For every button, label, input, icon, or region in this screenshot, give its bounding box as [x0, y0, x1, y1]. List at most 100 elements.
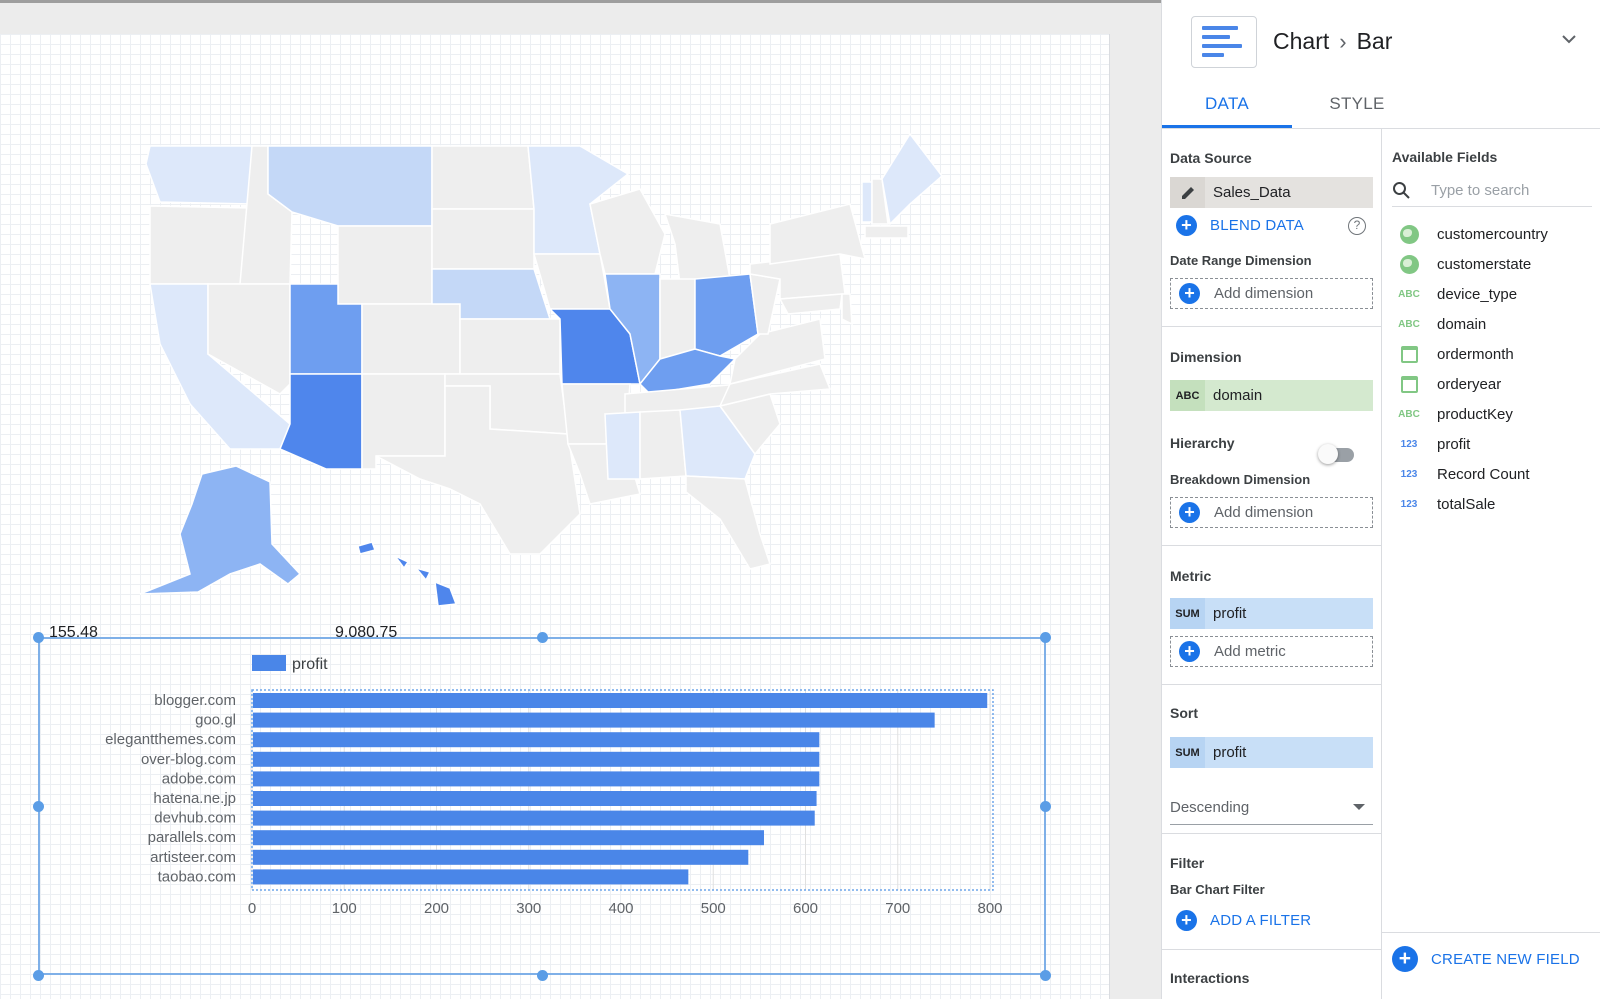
bar[interactable] — [253, 869, 689, 885]
x-tick-label: 600 — [793, 900, 818, 917]
hierarchy-title: Hierarchy — [1170, 435, 1235, 451]
category-label: parallels.com — [148, 829, 236, 846]
field-label: customerstate — [1437, 255, 1532, 273]
sort-order-value: Descending — [1170, 799, 1250, 816]
bar[interactable] — [253, 849, 749, 865]
data-source-chip[interactable]: Sales_Data — [1170, 177, 1373, 208]
create-new-field-button[interactable]: + CREATE NEW FIELD — [1392, 946, 1580, 972]
bar[interactable] — [253, 751, 820, 767]
state-hawaii — [357, 541, 458, 607]
us-states-map[interactable] — [120, 94, 1000, 634]
plot-area-frame — [251, 689, 994, 891]
breadcrumb-root: Chart — [1273, 28, 1330, 54]
bar-chart[interactable]: profit blogger.com goo.gl elegantthemes.com… — [40, 640, 1045, 940]
field-customerstate[interactable]: customerstate — [1398, 249, 1598, 279]
state-nevada — [207, 283, 291, 395]
field-record-count[interactable]: 123 Record Count — [1398, 459, 1598, 489]
state-texas — [375, 385, 581, 555]
field-label: domain — [1437, 315, 1487, 333]
add-filter-button[interactable]: + ADD A FILTER — [1176, 910, 1311, 931]
state-new-jersey — [841, 293, 853, 326]
divider — [1162, 833, 1382, 834]
resize-handle-bottom-center[interactable] — [537, 970, 548, 981]
text-type-icon: ABC — [1398, 318, 1420, 330]
date-range-title: Date Range Dimension — [1170, 253, 1312, 268]
resize-handle-top-center[interactable] — [537, 632, 548, 643]
x-tick-label: 400 — [608, 900, 633, 917]
sort-chip[interactable]: SUM profit — [1170, 737, 1373, 768]
data-source-name: Sales_Data — [1213, 184, 1291, 201]
add-metric-label: Add metric — [1214, 643, 1286, 660]
add-date-range-dimension[interactable]: + Add dimension — [1170, 278, 1373, 309]
dropdown-arrow-icon — [1353, 804, 1365, 810]
sum-aggregation-icon[interactable]: SUM — [1170, 598, 1205, 629]
state-south-dakota — [431, 208, 535, 270]
geo-map-chart[interactable] — [120, 94, 1000, 634]
bar[interactable] — [253, 771, 820, 787]
dimension-title: Dimension — [1170, 349, 1242, 365]
field-label: profit — [1437, 435, 1471, 453]
search-input[interactable]: Type to search — [1431, 182, 1530, 199]
pencil-icon[interactable] — [1170, 177, 1205, 208]
hierarchy-toggle[interactable] — [1318, 444, 1354, 464]
add-filter-label: ADD A FILTER — [1210, 912, 1312, 929]
field-profit[interactable]: 123 profit — [1398, 429, 1598, 459]
field-productkey[interactable]: ABC productKey — [1398, 399, 1598, 429]
state-wyoming — [337, 225, 433, 305]
add-metric-button[interactable]: + Add metric — [1170, 636, 1373, 667]
divider — [1162, 684, 1382, 685]
state-kansas — [459, 318, 561, 375]
dimension-chip[interactable]: ABC domain — [1170, 380, 1373, 411]
field-ordermonth[interactable]: ordermonth — [1398, 339, 1598, 369]
resize-handle-bottom-left[interactable] — [33, 970, 44, 981]
search-icon — [1393, 182, 1410, 199]
x-tick-label: 100 — [332, 900, 357, 917]
bar[interactable] — [253, 732, 820, 748]
metric-value: profit — [1213, 605, 1247, 622]
text-type-icon: ABC — [1398, 288, 1420, 300]
tab-data[interactable]: DATA — [1162, 80, 1292, 128]
add-breakdown-dimension[interactable]: + Add dimension — [1170, 497, 1373, 528]
bar[interactable] — [253, 693, 988, 708]
chevron-down-icon[interactable] — [1561, 31, 1577, 47]
number-type-icon: 123 — [1400, 498, 1418, 510]
help-icon[interactable]: ? — [1348, 217, 1366, 235]
map-legend-max: 9,080.75 — [335, 624, 398, 641]
sum-aggregation-icon[interactable]: SUM — [1170, 737, 1205, 768]
bar[interactable] — [253, 830, 764, 846]
state-massachusetts — [864, 225, 909, 239]
breadcrumb-current: Bar — [1356, 28, 1393, 54]
available-fields: Available Fields Type to search customer… — [1382, 129, 1600, 999]
field-device-type[interactable]: ABC device_type — [1398, 279, 1598, 309]
resize-handle-top-left[interactable] — [33, 632, 44, 643]
bar[interactable] — [253, 791, 817, 806]
bar[interactable] — [253, 712, 935, 728]
field-label: orderyear — [1437, 375, 1502, 393]
tab-style[interactable]: STYLE — [1329, 94, 1385, 113]
resize-handle-middle-left[interactable] — [33, 801, 44, 812]
sort-order-select[interactable]: Descending — [1170, 791, 1373, 825]
field-search[interactable]: Type to search — [1392, 175, 1592, 207]
field-label: device_type — [1437, 285, 1518, 303]
field-domain[interactable]: ABC domain — [1398, 309, 1598, 339]
resize-handle-middle-right[interactable] — [1040, 801, 1051, 812]
category-label: adobe.com — [162, 770, 236, 787]
add-circle-icon: + — [1179, 502, 1200, 523]
divider — [1162, 545, 1382, 546]
bar-chart-type-icon[interactable] — [1191, 15, 1257, 68]
blend-data-label: BLEND DATA — [1210, 217, 1304, 234]
x-tick-label: 300 — [516, 900, 541, 917]
window-top-border — [0, 0, 1600, 3]
metric-chip[interactable]: SUM profit — [1170, 598, 1373, 629]
field-totalsale[interactable]: 123 totalSale — [1398, 489, 1598, 519]
bar[interactable] — [253, 810, 815, 826]
field-orderyear[interactable]: orderyear — [1398, 369, 1598, 399]
state-michigan — [663, 213, 731, 285]
field-customercountry[interactable]: customercountry — [1398, 219, 1598, 249]
blend-data-button[interactable]: + BLEND DATA — [1176, 215, 1304, 236]
resize-handle-top-right[interactable] — [1040, 632, 1051, 643]
x-tick-label: 200 — [424, 900, 449, 917]
filter-title: Filter — [1170, 855, 1205, 871]
resize-handle-bottom-right[interactable] — [1040, 970, 1051, 981]
state-iowa — [533, 253, 611, 310]
